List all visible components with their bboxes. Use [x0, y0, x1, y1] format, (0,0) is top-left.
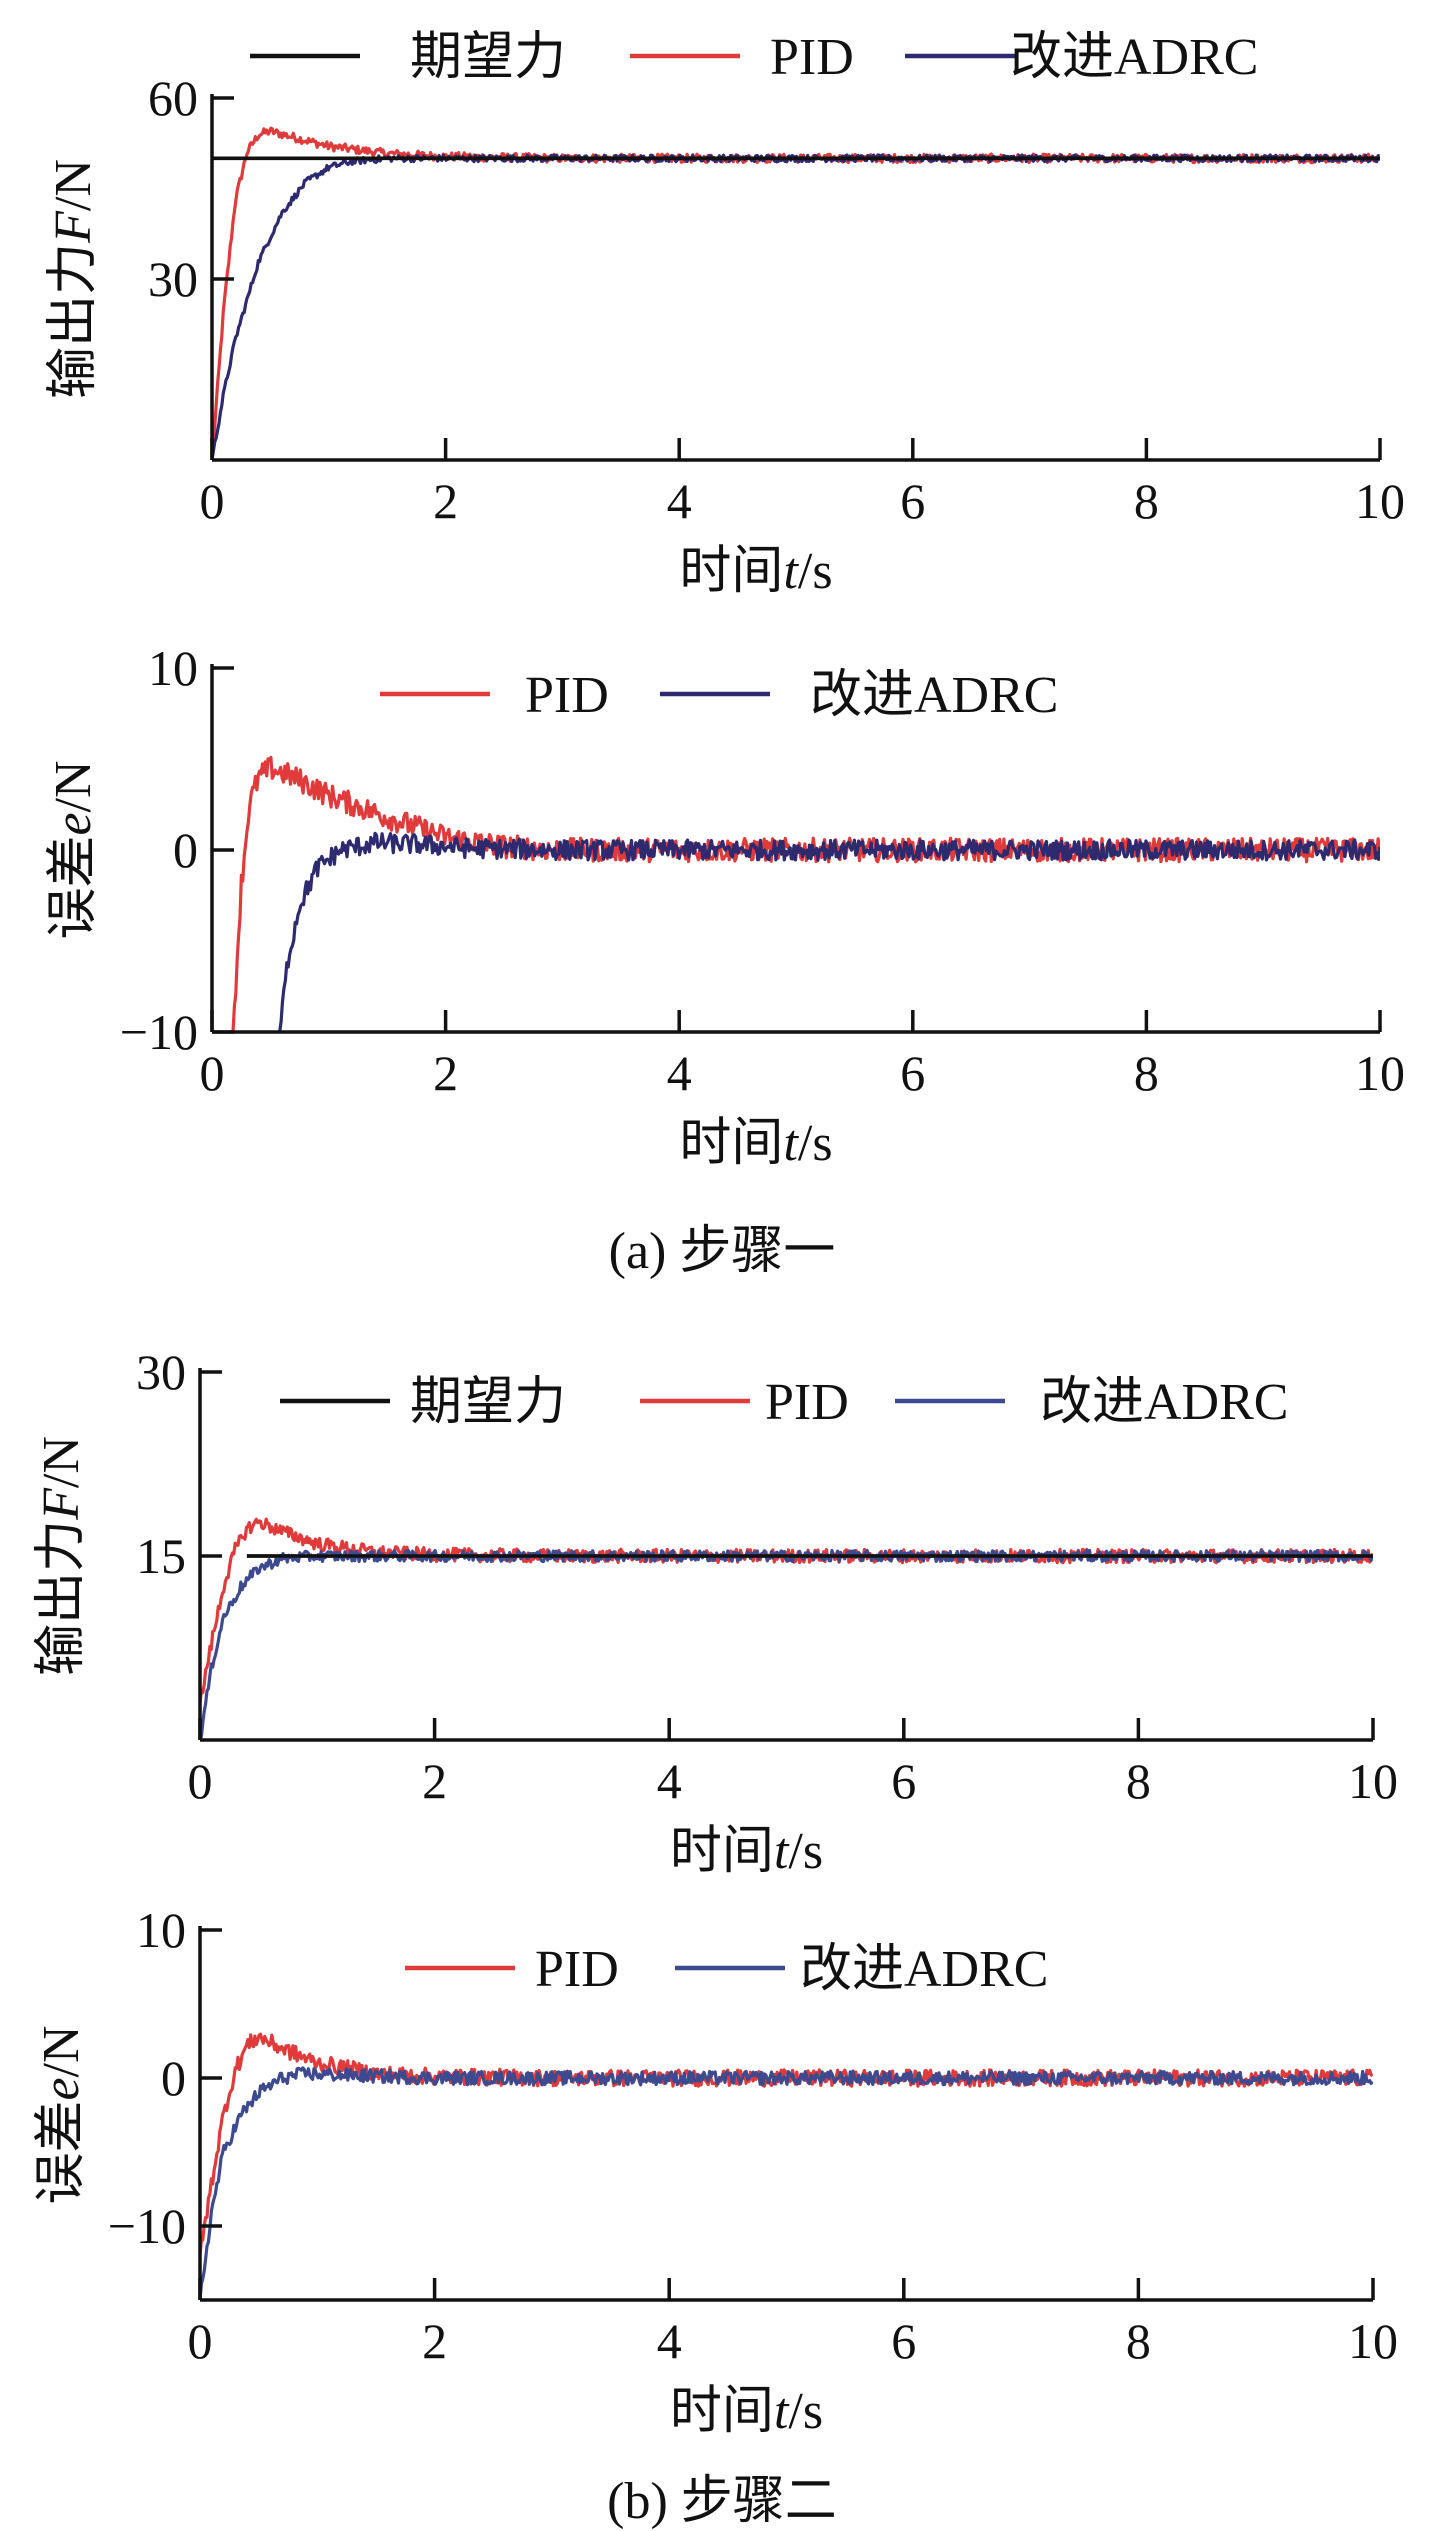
x-tick-label: 4 — [657, 1753, 682, 1809]
x-axis-title: 时间t/s — [679, 543, 832, 600]
legend: PID 改进ADRC — [405, 1941, 1048, 1998]
legend-label-3: 改进ADRC — [1040, 1374, 1288, 1431]
y-axis-title: 输出力F/N — [45, 159, 102, 399]
x-tick-label: 10 — [1355, 1045, 1405, 1101]
series-line-1 — [200, 2032, 1373, 2256]
x-tick-label: 10 — [1355, 473, 1405, 529]
x-tick-label: 2 — [422, 2313, 447, 2369]
x-tick-label: 6 — [900, 1045, 925, 1101]
x-tick-label: 8 — [1134, 473, 1159, 529]
x-tick-label: 0 — [200, 1045, 225, 1101]
x-tick-label: 6 — [891, 2313, 916, 2369]
y-axis-title: 误差e/N — [45, 760, 102, 939]
y-tick-label: 30 — [148, 251, 198, 307]
x-tick-label: 0 — [188, 1753, 213, 1809]
x-tick-label: 8 — [1134, 1045, 1159, 1101]
series-group — [200, 1517, 1373, 1740]
y-tick-label: 30 — [136, 1344, 186, 1400]
series-group — [231, 755, 1380, 1032]
caption-a: (a) 步骤一 — [609, 1223, 836, 1280]
chart-panel-3: 0 2 4 6 8 10 30 15 时间t/s 输出力F/N 期望力 PID 改进ADRC — [33, 1344, 1398, 1880]
legend: 期望力 PID 改进ADRC — [250, 29, 1258, 86]
x-tick-label: 2 — [433, 473, 458, 529]
series-line-3 — [212, 153, 1380, 460]
legend-label-1: PID — [535, 1941, 619, 1998]
legend: PID 改进ADRC — [380, 667, 1058, 724]
x-tick-label: 0 — [188, 2313, 213, 2369]
y-tick-label: 10 — [148, 640, 198, 696]
x-axis-title: 时间t/s — [679, 1115, 832, 1172]
x-tick-label: 8 — [1126, 2313, 1151, 2369]
x-axis-title: 时间t/s — [670, 2383, 823, 2440]
x-tick-label: 4 — [667, 473, 692, 529]
x-axis-title: 时间t/s — [670, 1823, 823, 1880]
x-tick-label: 4 — [657, 2313, 682, 2369]
y-tick-label: 60 — [148, 70, 198, 126]
y-axis-title: 输出力F/N — [33, 1436, 90, 1676]
x-tick-label: 10 — [1348, 1753, 1398, 1809]
series-line-1 — [231, 755, 1380, 1032]
legend-label-2: PID — [770, 29, 854, 86]
legend-label-1: PID — [525, 667, 609, 724]
series-line-2 — [200, 1517, 1373, 1704]
legend-label-2: PID — [765, 1374, 849, 1431]
x-tick-label: 6 — [900, 473, 925, 529]
series-group — [200, 2032, 1373, 2300]
y-tick-label: −10 — [108, 2198, 186, 2254]
y-tick-label: −10 — [120, 1004, 198, 1060]
y-tick-label: 0 — [173, 822, 198, 878]
legend-label-1: 期望力 — [410, 1374, 566, 1431]
series-group — [212, 126, 1380, 460]
x-tick-label: 8 — [1126, 1753, 1151, 1809]
x-tick-label: 2 — [433, 1045, 458, 1101]
series-line-2 — [200, 2066, 1373, 2300]
x-tick-label: 0 — [200, 473, 225, 529]
legend-label-2: 改进ADRC — [810, 667, 1058, 724]
x-tick-label: 10 — [1348, 2313, 1398, 2369]
y-axis-title: 误差e/N — [33, 2025, 90, 2204]
legend-label-3: 改进ADRC — [1010, 29, 1258, 86]
chart-panel-4: 0 2 4 6 8 10 10 0 −10 时间t/s 误差e/N PID 改进ADRC — [33, 1902, 1398, 2440]
caption-b: (b) 步骤二 — [607, 2473, 837, 2530]
legend: 期望力 PID 改进ADRC — [280, 1374, 1288, 1431]
series-line-3 — [200, 1548, 1373, 1740]
series-line-2 — [278, 831, 1380, 1032]
x-tick-label: 6 — [891, 1753, 916, 1809]
series-line-2 — [212, 126, 1380, 460]
y-tick-label: 0 — [161, 2050, 186, 2106]
y-tick-label: 15 — [136, 1528, 186, 1584]
x-tick-label: 4 — [667, 1045, 692, 1101]
legend-label-2: 改进ADRC — [800, 1941, 1048, 1998]
chart-panel-1: 0 2 4 6 8 10 60 30 时间t/s 输出力F/N 期望力 PID 改进ADRC — [45, 29, 1405, 600]
legend-label-1: 期望力 — [410, 29, 566, 86]
y-tick-label: 10 — [136, 1902, 186, 1958]
x-tick-label: 2 — [422, 1753, 447, 1809]
